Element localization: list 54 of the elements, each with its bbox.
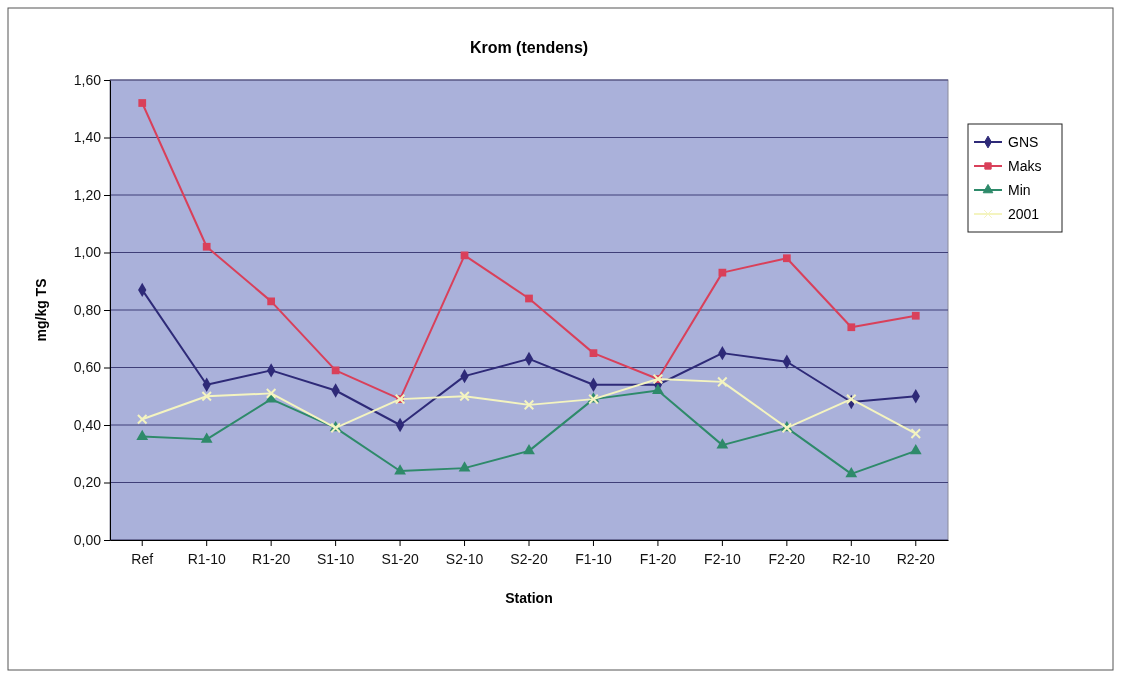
chart-title: Krom (tendens) — [469, 39, 589, 56]
x-tick-label: S1-10 — [316, 551, 355, 568]
legend-label: Min — [1008, 182, 1031, 198]
x-tick-label: F1-20 — [639, 551, 677, 568]
point — [909, 444, 922, 455]
x-axis-title: Station — [505, 590, 553, 606]
point — [911, 311, 920, 320]
y-tick-label: 1,60 — [73, 71, 102, 88]
point — [136, 429, 149, 440]
x-tick-label: S2-20 — [510, 551, 548, 568]
point — [523, 444, 535, 455]
point — [652, 383, 664, 394]
y-tick-label: 0,20 — [73, 474, 102, 491]
point — [267, 297, 276, 306]
y-tick-label: 1,00 — [73, 244, 102, 261]
legend-label: Maks — [1008, 158, 1042, 174]
point — [201, 390, 212, 402]
x-tick-label: R1-10 — [187, 551, 226, 568]
point — [459, 390, 470, 402]
point — [136, 413, 148, 425]
point — [265, 388, 277, 399]
y-tick-label: 0,00 — [73, 531, 102, 548]
point — [847, 323, 856, 332]
y-tick-label: 0,80 — [73, 301, 102, 318]
point — [200, 432, 213, 443]
point — [845, 467, 858, 478]
legend-label: 2001 — [1008, 206, 1040, 222]
legend-label: GNS — [1008, 134, 1039, 150]
point — [846, 393, 857, 405]
point — [717, 376, 728, 388]
y-tick-label: 1,20 — [73, 186, 102, 203]
x-tick-label: S2-10 — [445, 551, 484, 568]
point — [458, 461, 471, 472]
y-axis-title: mg/kg TS — [33, 278, 49, 342]
y-tick-label: 1,40 — [73, 129, 102, 146]
x-tick-label: R1-20 — [252, 551, 291, 568]
point — [589, 349, 598, 357]
point — [394, 464, 406, 475]
x-tick-label: F2-20 — [768, 551, 806, 568]
y-tick-label: 0,40 — [73, 416, 102, 433]
point — [525, 294, 533, 303]
point — [138, 99, 147, 107]
point — [523, 399, 535, 411]
x-tick-label: F1-10 — [575, 551, 612, 568]
point — [202, 242, 211, 251]
point — [910, 428, 922, 439]
x-tick-label: F2-10 — [704, 551, 741, 568]
x-tick-label: S1-20 — [381, 551, 419, 568]
point — [716, 438, 729, 449]
x-tick-label: R2-20 — [896, 551, 936, 568]
point — [782, 254, 791, 263]
x-tick-label: Ref — [131, 551, 154, 568]
x-tick-label: R2-10 — [832, 551, 871, 568]
y-tick-label: 0,60 — [73, 359, 102, 376]
